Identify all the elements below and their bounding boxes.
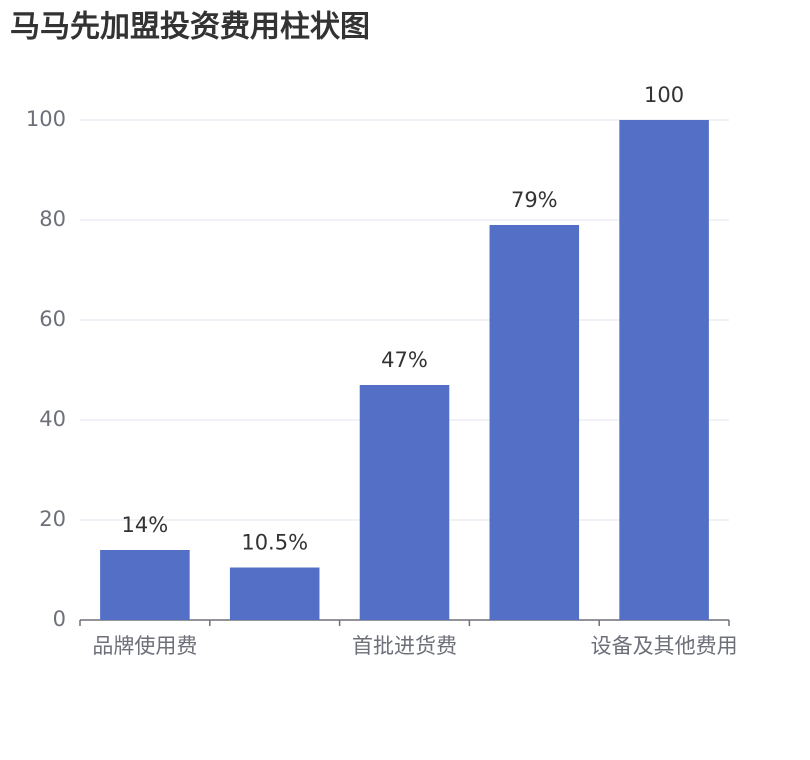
bar	[229, 567, 320, 620]
value-label: 79%	[511, 188, 558, 212]
y-tick-label: 80	[39, 207, 66, 231]
y-tick-label: 60	[39, 307, 66, 331]
x-tick-label: 设备及其他费用	[591, 634, 738, 658]
bar	[619, 120, 709, 620]
y-tick-label: 20	[39, 507, 66, 531]
bar	[489, 225, 580, 620]
value-label: 47%	[381, 348, 428, 372]
bar	[100, 550, 190, 620]
chart-title: 马马先加盟投资费用柱状图	[10, 10, 370, 45]
y-tick-label: 40	[39, 407, 66, 431]
value-label: 10.5%	[241, 531, 308, 555]
bar	[359, 385, 450, 620]
value-label: 14%	[122, 513, 169, 537]
y-tick-label: 0	[53, 607, 66, 631]
value-label: 100	[644, 83, 684, 107]
x-tick-label: 首批进货费	[352, 634, 457, 658]
y-tick-label: 100	[26, 107, 66, 131]
x-tick-label: 品牌使用费	[92, 634, 197, 658]
